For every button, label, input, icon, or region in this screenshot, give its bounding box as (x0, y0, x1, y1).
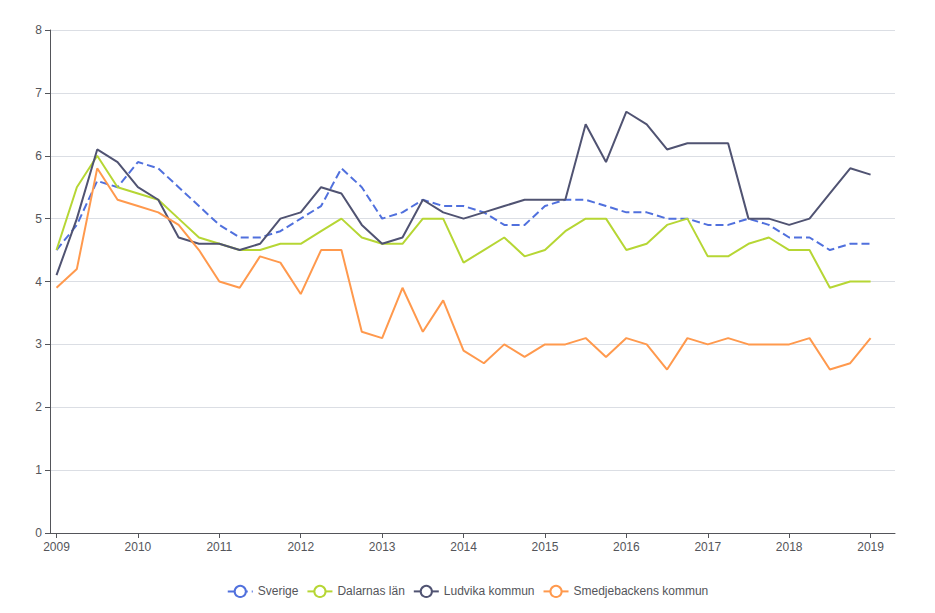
svg-text:Ludvika kommun: Ludvika kommun (444, 584, 535, 598)
svg-text:2012: 2012 (287, 540, 314, 554)
svg-text:2009: 2009 (43, 540, 70, 554)
svg-text:2015: 2015 (532, 540, 559, 554)
svg-text:8: 8 (35, 23, 42, 37)
svg-text:Smedjebackens kommun: Smedjebackens kommun (574, 584, 709, 598)
svg-text:2014: 2014 (450, 540, 477, 554)
svg-text:0: 0 (35, 526, 42, 540)
svg-text:2013: 2013 (369, 540, 396, 554)
svg-text:1: 1 (35, 463, 42, 477)
svg-text:2: 2 (35, 400, 42, 414)
svg-text:5: 5 (35, 212, 42, 226)
svg-text:2016: 2016 (613, 540, 640, 554)
svg-text:2017: 2017 (694, 540, 721, 554)
svg-text:7: 7 (35, 86, 42, 100)
svg-text:2019: 2019 (857, 540, 884, 554)
svg-text:2011: 2011 (206, 540, 232, 554)
svg-text:2018: 2018 (776, 540, 803, 554)
svg-text:Sverige: Sverige (258, 584, 299, 598)
svg-text:2010: 2010 (125, 540, 152, 554)
svg-text:6: 6 (35, 149, 42, 163)
svg-text:Dalarnas län: Dalarnas län (337, 584, 404, 598)
svg-text:4: 4 (35, 275, 42, 289)
svg-text:3: 3 (35, 337, 42, 351)
